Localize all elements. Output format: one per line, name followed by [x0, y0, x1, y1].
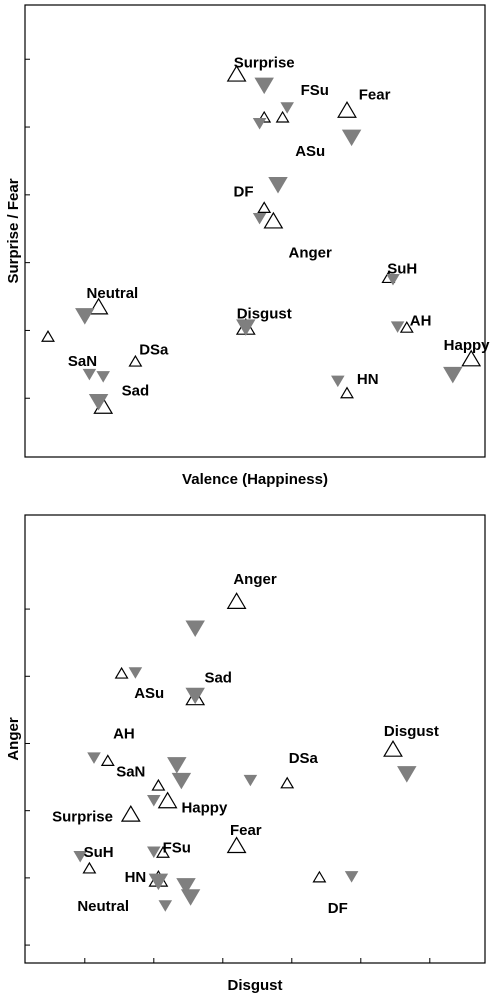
point-label: Neutral — [87, 285, 139, 302]
filled-triangle-point-15 — [344, 871, 359, 883]
point-label: Fear — [359, 86, 391, 103]
open-triangle-point-10 — [226, 836, 247, 854]
point-label: Surprise — [234, 55, 295, 72]
x-axis-label: Valence (Happiness) — [182, 471, 328, 488]
filled-triangle-point-6 — [171, 772, 192, 790]
filled-triangle-point-12 — [88, 394, 109, 411]
filled-triangle-point-11 — [96, 371, 110, 383]
filled-triangle-point-9 — [397, 766, 417, 783]
filled-triangle-point-2 — [280, 102, 294, 114]
point-label: Disgust — [384, 723, 439, 740]
filled-triangle-point-2 — [128, 667, 143, 679]
point-label: Sad — [204, 669, 232, 686]
open-triangle-point-14 — [312, 870, 327, 883]
point-label: DSa — [139, 342, 169, 359]
filled-triangle-point-4 — [87, 752, 101, 764]
filled-triangle-point-3 — [185, 687, 205, 705]
filled-triangle-point-6 — [252, 212, 267, 225]
filled-triangle-point-14 — [443, 366, 463, 384]
filled-triangle-point-16 — [158, 900, 173, 912]
plot-frame — [24, 4, 486, 458]
filled-triangle-point-10 — [82, 368, 97, 381]
y-axis-label: Surprise / Fear — [5, 178, 22, 283]
open-triangle-point-1 — [226, 592, 247, 609]
filled-triangle-point-3 — [252, 118, 267, 130]
filled-triangle-point-14 — [180, 889, 201, 906]
point-label: Neutral — [77, 898, 129, 915]
filled-triangle-point-1 — [254, 77, 274, 95]
filled-triangle-point-5 — [167, 757, 187, 774]
point-label: Anger — [233, 571, 277, 588]
open-triangle-point-10 — [128, 354, 143, 367]
point-label: SuH — [387, 260, 417, 277]
filled-triangle-point-4 — [341, 129, 362, 147]
plot-frame — [24, 514, 486, 964]
open-triangle-point-9 — [41, 330, 55, 342]
open-triangle-point-11 — [82, 861, 97, 874]
point-label: Surprise — [52, 808, 113, 825]
point-label: Anger — [289, 245, 333, 262]
point-label: Happy — [444, 337, 490, 354]
point-label: AH — [410, 312, 432, 329]
filled-triangle-point-11 — [147, 846, 161, 858]
open-triangle-point-5 — [257, 201, 272, 213]
open-triangle-point-4 — [100, 754, 115, 767]
point-label: SaN — [68, 353, 97, 370]
filled-triangle-point-5 — [268, 177, 288, 194]
point-label: DSa — [289, 750, 319, 767]
open-triangle-point-9 — [280, 776, 295, 789]
open-triangle-point-14 — [461, 349, 482, 367]
point-label: DF — [328, 900, 348, 917]
open-triangle-point-12 — [156, 846, 170, 858]
point-label: AH — [113, 725, 135, 742]
open-triangle-point-3 — [275, 110, 290, 123]
open-triangle-point-8 — [383, 740, 403, 757]
filled-triangle-point-13 — [236, 319, 256, 336]
point-label: DF — [234, 184, 254, 201]
point-label: ASu — [134, 685, 164, 702]
point-label: HN — [357, 371, 379, 388]
open-triangle-point-5 — [151, 778, 166, 791]
open-triangle-point-13 — [399, 320, 414, 333]
chart-panel-1: Surprise FSu Fear ASu DF Anger SuH Neutral Disgu… — [5, 4, 490, 488]
x-axis-label: Disgust — [227, 977, 282, 994]
point-label: Sad — [122, 382, 150, 399]
filled-triangle-point-12 — [148, 873, 169, 891]
filled-triangle-point-1 — [185, 620, 205, 637]
point-label: HN — [125, 869, 147, 886]
open-triangle-point-15 — [340, 386, 354, 399]
filled-triangle-point-10 — [73, 850, 87, 863]
open-triangle-point-7 — [120, 804, 141, 822]
point-label: SuH — [84, 844, 114, 861]
filled-triangle-point-7 — [147, 794, 161, 807]
point-label: FSu — [163, 840, 191, 857]
chart-panel-2: Anger ASu Sad AH Disgust DSa SaN Happy Surprise F… — [5, 514, 486, 994]
open-triangle-point-4 — [337, 101, 357, 118]
point-label: Happy — [181, 799, 228, 816]
filled-triangle-point-7 — [386, 273, 400, 286]
point-label: FSu — [301, 82, 329, 99]
open-triangle-point-6 — [157, 791, 178, 809]
open-triangle-point-8 — [88, 297, 109, 315]
point-label: ASu — [295, 143, 325, 160]
filled-triangle-point-13 — [176, 878, 196, 895]
y-axis-label: Anger — [5, 717, 22, 761]
filled-triangle-point-8 — [390, 321, 405, 333]
filled-triangle-point-15 — [331, 375, 345, 388]
filled-triangle-point-9 — [75, 308, 95, 325]
point-label: Disgust — [237, 306, 292, 323]
open-triangle-point-2 — [114, 666, 129, 679]
open-triangle-point-1 — [226, 64, 247, 82]
open-triangle-point-6 — [263, 211, 284, 229]
point-label: Fear — [230, 822, 262, 839]
filled-triangle-point-8 — [243, 774, 258, 787]
point-label: SaN — [116, 764, 145, 781]
